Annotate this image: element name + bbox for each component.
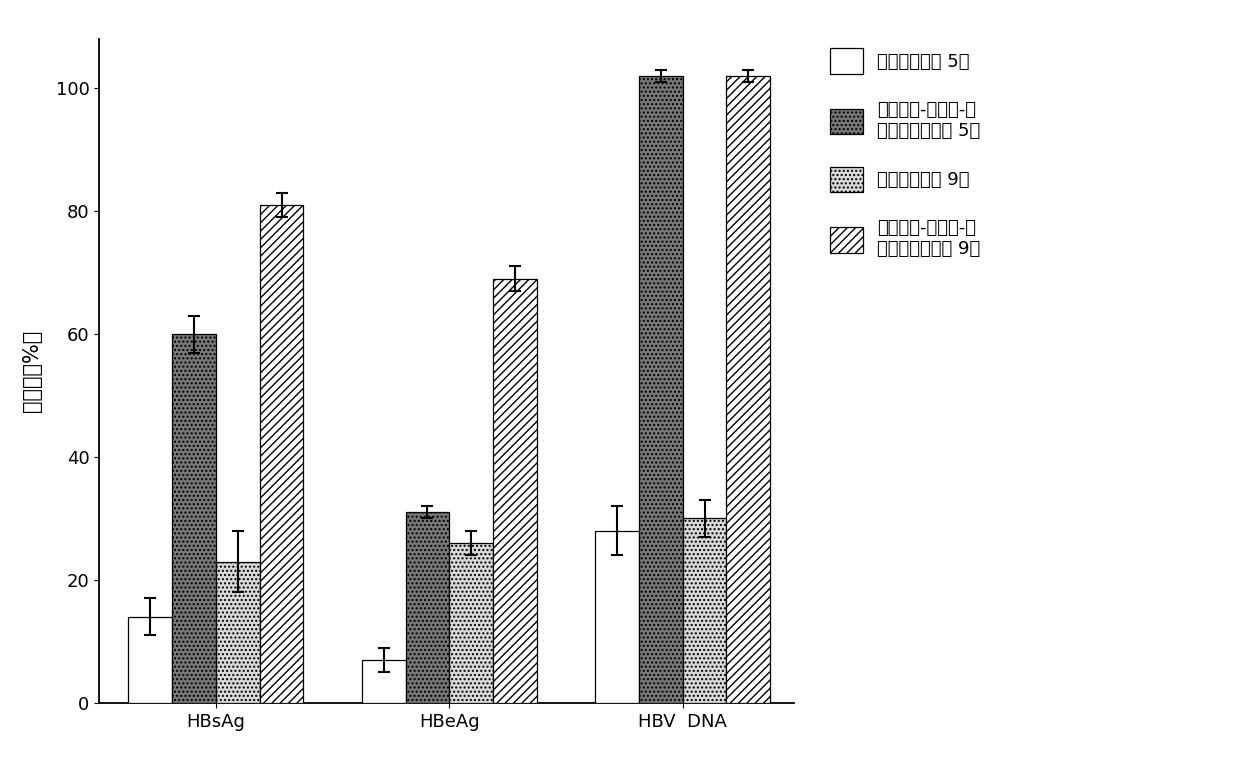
Bar [449,543,494,703]
Bar [259,205,304,703]
Bar [129,617,172,703]
Legend: 阿昔洛韦溶液 5天, 阿昔洛韦-壳聚糖-硬
脂酸嫁接物胶束 5天, 阿昔洛韦溶液 9天, 阿昔洛韦-壳聚糖-硬
脂酸嫁接物胶束 9天: 阿昔洛韦溶液 5天, 阿昔洛韦-壳聚糖-硬 脂酸嫁接物胶束 5天, 阿昔洛韦溶液… [821,39,990,267]
Bar [362,660,405,703]
Bar [172,334,216,703]
Bar [405,512,449,703]
Bar [216,562,259,703]
Bar [494,279,537,703]
Bar [683,519,727,703]
Y-axis label: 抑制率（%）: 抑制率（%） [22,330,42,412]
Bar [639,76,683,703]
Bar [595,531,639,703]
Bar [727,76,770,703]
